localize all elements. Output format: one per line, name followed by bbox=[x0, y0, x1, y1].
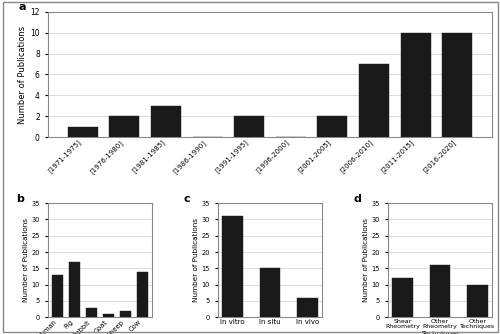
Bar bbox=[392, 278, 413, 317]
Text: a: a bbox=[18, 2, 26, 12]
Bar bbox=[234, 116, 264, 137]
Y-axis label: Number of Publications: Number of Publications bbox=[362, 218, 368, 302]
Bar bbox=[400, 33, 430, 137]
Bar bbox=[69, 262, 80, 317]
Bar bbox=[260, 269, 280, 317]
Y-axis label: Number of Publications: Number of Publications bbox=[192, 218, 198, 302]
Y-axis label: Number of Publications: Number of Publications bbox=[18, 25, 28, 124]
Bar bbox=[110, 116, 140, 137]
Bar bbox=[430, 265, 450, 317]
Bar bbox=[68, 127, 98, 137]
Bar bbox=[442, 33, 472, 137]
Bar bbox=[151, 106, 181, 137]
Text: d: d bbox=[354, 194, 362, 204]
Bar bbox=[359, 64, 389, 137]
X-axis label: Techniques: Techniques bbox=[420, 331, 460, 334]
Bar bbox=[52, 275, 63, 317]
Bar bbox=[222, 216, 243, 317]
Bar bbox=[467, 285, 487, 317]
Text: c: c bbox=[184, 194, 190, 204]
Bar bbox=[318, 116, 348, 137]
Bar bbox=[103, 314, 114, 317]
Bar bbox=[297, 298, 318, 317]
Y-axis label: Number of Publications: Number of Publications bbox=[22, 218, 28, 302]
Text: b: b bbox=[16, 194, 24, 204]
Bar bbox=[120, 311, 131, 317]
Bar bbox=[136, 272, 147, 317]
Bar bbox=[86, 308, 97, 317]
